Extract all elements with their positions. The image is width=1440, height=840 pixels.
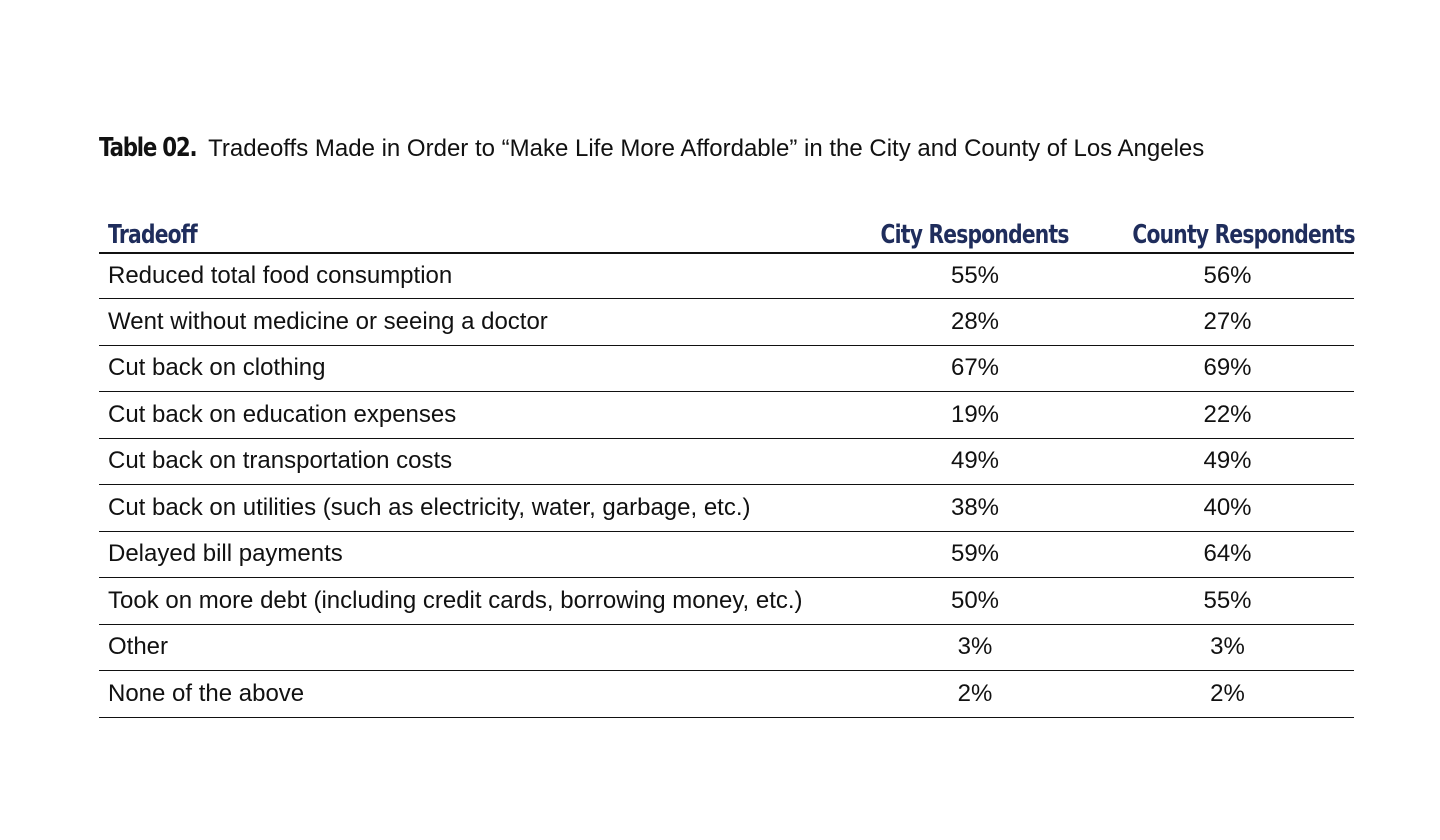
- column-header-county: County Respondents: [1101, 208, 1356, 254]
- table-title: Tradeoffs Made in Order to “Make Life Mo…: [208, 135, 1205, 162]
- city-value: 49%: [849, 438, 1101, 485]
- county-value: 27%: [1101, 298, 1354, 346]
- county-value: 64%: [1101, 531, 1354, 578]
- city-value: 67%: [849, 345, 1101, 392]
- tradeoffs-table: Tradeoff City Respondents County Respond…: [99, 208, 1356, 718]
- table-row: None of the above 2% 2%: [99, 670, 1354, 718]
- row-label: Cut back on utilities (such as electrici…: [99, 484, 849, 532]
- county-value: 69%: [1101, 345, 1354, 392]
- table-caption: Table 02. Tradeoffs Made in Order to “Ma…: [99, 128, 1354, 168]
- row-label: Delayed bill payments: [99, 531, 849, 578]
- row-label: Took on more debt (including credit card…: [99, 577, 849, 625]
- city-value: 55%: [849, 253, 1101, 299]
- city-value: 38%: [849, 484, 1101, 532]
- county-value: 3%: [1101, 624, 1354, 671]
- city-value: 2%: [849, 670, 1101, 718]
- table-row: Went without medicine or seeing a doctor…: [99, 298, 1354, 346]
- row-label: Cut back on transportation costs: [99, 438, 849, 485]
- city-value: 28%: [849, 298, 1101, 346]
- table-row: Cut back on clothing 67% 69%: [99, 345, 1354, 392]
- header-row: Tradeoff City Respondents County Respond…: [99, 208, 1356, 254]
- table-row: Cut back on transportation costs 49% 49%: [99, 438, 1354, 485]
- table-row: Cut back on education expenses 19% 22%: [99, 391, 1354, 439]
- row-label: None of the above: [99, 670, 849, 718]
- county-value: 55%: [1101, 577, 1354, 625]
- table-row: Other 3% 3%: [99, 624, 1354, 671]
- table-number: Table 02.: [99, 133, 198, 163]
- city-value: 50%: [849, 577, 1101, 625]
- row-label: Reduced total food consumption: [99, 253, 849, 299]
- row-label: Cut back on education expenses: [99, 391, 849, 439]
- column-header-tradeoff: Tradeoff: [99, 208, 849, 254]
- row-label: Went without medicine or seeing a doctor: [99, 298, 849, 346]
- table-figure: Table 02. Tradeoffs Made in Order to “Ma…: [99, 128, 1356, 718]
- county-value: 40%: [1101, 484, 1354, 532]
- city-value: 3%: [849, 624, 1101, 671]
- city-value: 19%: [849, 391, 1101, 439]
- column-header-city: City Respondents: [849, 208, 1101, 254]
- county-value: 49%: [1101, 438, 1354, 485]
- county-value: 22%: [1101, 391, 1354, 439]
- row-label: Cut back on clothing: [99, 345, 849, 392]
- table-row: Cut back on utilities (such as electrici…: [99, 484, 1354, 532]
- county-value: 56%: [1101, 253, 1354, 299]
- city-value: 59%: [849, 531, 1101, 578]
- table-row: Took on more debt (including credit card…: [99, 577, 1354, 625]
- table-row: Delayed bill payments 59% 64%: [99, 531, 1354, 578]
- row-label: Other: [99, 624, 849, 671]
- table-row: Reduced total food consumption 55% 56%: [99, 253, 1354, 299]
- county-value: 2%: [1101, 670, 1354, 718]
